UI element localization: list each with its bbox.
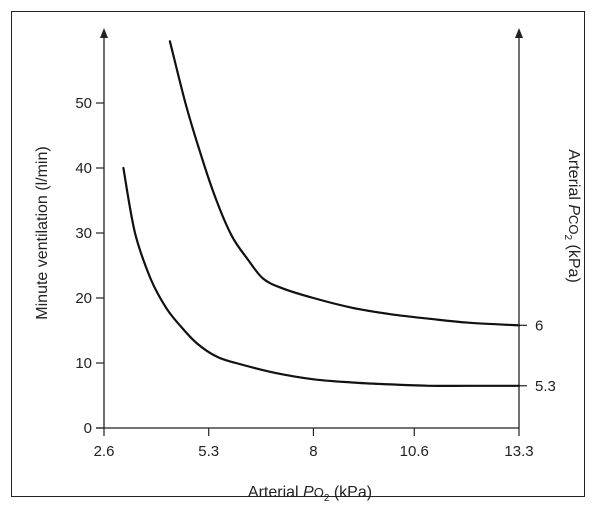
- right-axis-arrow: [515, 28, 523, 38]
- x-axis-label-unit: (kPa): [329, 484, 372, 501]
- x-tick-label: 10.6: [400, 443, 429, 460]
- y-tick-label: 10: [75, 355, 92, 372]
- x-axis-label-subscript: 2: [324, 493, 330, 504]
- curves: [122, 40, 521, 387]
- right-axis-label-unit: (kPa): [565, 240, 582, 283]
- x-axis-label-symbol: P: [303, 484, 314, 501]
- right-axis-label-prefix: Arterial: [565, 149, 582, 204]
- x-tick-label: 2.6: [94, 443, 115, 460]
- right-axis-label-symbol: P: [565, 204, 582, 215]
- x-axis-label: Arterial PO2 (kPa): [248, 484, 372, 504]
- y-tick-label: 40: [75, 160, 92, 177]
- x-tick-label: 5.3: [198, 443, 219, 460]
- right-axis-label-sub: CO: [566, 215, 581, 235]
- x-axis-label-prefix: Arterial: [248, 484, 303, 501]
- y-tick-label: 20: [75, 290, 92, 307]
- x-tick-label: 8: [309, 443, 317, 460]
- right-axis-label: Arterial PCO2 (kPa): [562, 149, 582, 283]
- figure-frame: [11, 11, 585, 497]
- right-axis-value-1: 5.3: [535, 378, 556, 395]
- series-line-0: [168, 40, 521, 327]
- axes: 0 10 20 30 40 50 2.6 5.3 8 10.6 13.3 6 5.3: [75, 28, 556, 460]
- y-axis-label: Minute ventilation (l/min): [34, 146, 51, 319]
- right-axis-label-subscript: 2: [562, 235, 573, 241]
- x-tick-label: 13.3: [504, 443, 533, 460]
- x-axis-label-sub: O: [314, 485, 324, 500]
- y-axis-arrow: [100, 28, 108, 38]
- y-tick-label: 30: [75, 225, 92, 242]
- y-tick-label: 50: [75, 95, 92, 112]
- right-axis-value-0: 6: [535, 317, 543, 334]
- series-line-1: [122, 166, 521, 387]
- y-tick-label: 0: [84, 420, 92, 437]
- labels: Minute ventilation (l/min) Arterial PO2 …: [34, 146, 582, 504]
